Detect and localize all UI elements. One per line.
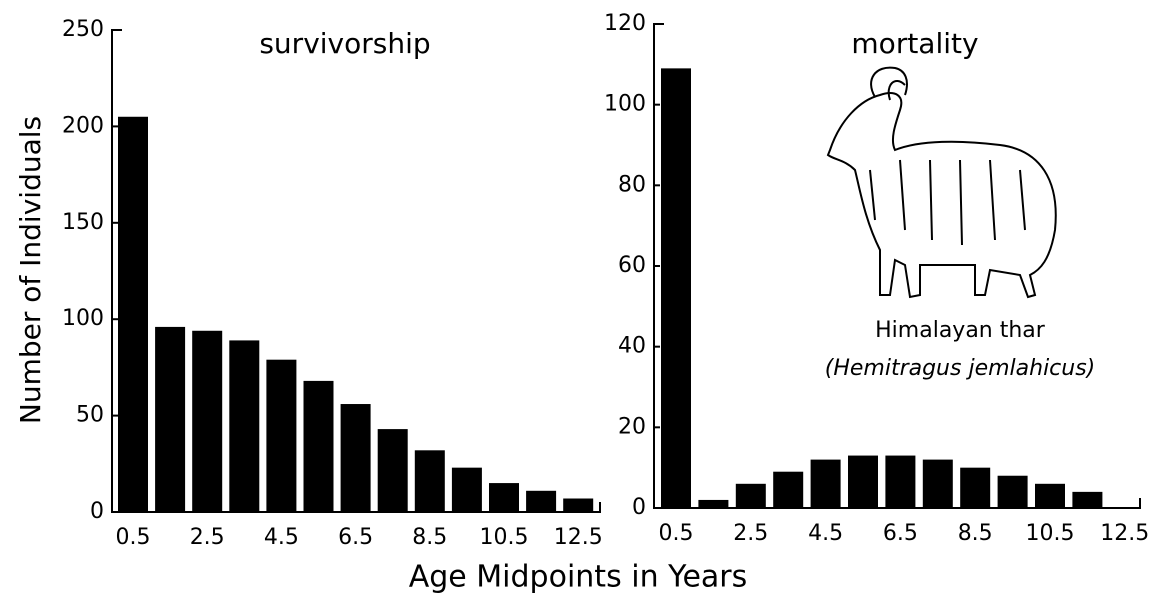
bar — [960, 468, 990, 508]
bar — [1035, 484, 1065, 508]
bar — [885, 456, 915, 508]
bar — [1072, 492, 1102, 508]
bar — [341, 404, 371, 512]
y-tick-label: 40 — [618, 334, 646, 359]
x-tick-label: 2.5 — [733, 521, 768, 546]
x-tick-label: 8.5 — [958, 521, 993, 546]
y-tick-label: 250 — [62, 17, 104, 42]
y-tick-label: 0 — [90, 499, 104, 524]
bar — [848, 456, 878, 508]
bar — [452, 468, 482, 512]
x-tick-label: 4.5 — [808, 521, 843, 546]
x-tick-label: 8.5 — [412, 525, 447, 550]
x-tick-label: 2.5 — [190, 525, 225, 550]
x-tick-label: 0.5 — [116, 525, 151, 550]
goat-illustration — [828, 68, 1056, 297]
bar — [229, 340, 259, 512]
y-tick-label: 200 — [62, 113, 104, 138]
bar — [489, 483, 519, 512]
bar — [661, 68, 691, 508]
bar — [415, 450, 445, 512]
bar — [998, 476, 1028, 508]
x-tick-label: 12.5 — [554, 525, 603, 550]
chart-title: survivorship — [259, 27, 430, 60]
bar — [118, 117, 148, 512]
axis-line — [654, 24, 1140, 508]
x-tick-label: 12.5 — [1100, 521, 1149, 546]
bar — [378, 429, 408, 512]
bar — [698, 500, 728, 508]
bar — [923, 460, 953, 508]
y-tick-label: 80 — [618, 172, 646, 197]
x-tick-label: 6.5 — [338, 525, 373, 550]
annotation: (Hemitragus jemlahicus) — [825, 356, 1096, 381]
annotation: Himalayan thar — [875, 318, 1046, 343]
y-tick-label: 120 — [604, 11, 646, 36]
y-tick-label: 100 — [604, 92, 646, 117]
x-tick-label: 6.5 — [883, 521, 918, 546]
bar — [811, 460, 841, 508]
bar — [526, 491, 556, 512]
x-tick-label: 10.5 — [480, 525, 529, 550]
chart: survivorship mortality Number of Individ… — [0, 0, 1156, 601]
bar — [155, 327, 185, 512]
bar — [266, 360, 296, 512]
bar — [304, 381, 334, 512]
y-tick-label: 60 — [618, 253, 646, 278]
bar — [773, 472, 803, 508]
x-tick-label: 10.5 — [1026, 521, 1075, 546]
y-axis-label: Number of Individuals — [14, 116, 47, 424]
y-tick-label: 150 — [62, 210, 104, 235]
y-tick-label: 0 — [632, 495, 646, 520]
bar — [192, 331, 222, 512]
bar — [563, 499, 593, 512]
x-tick-label: 0.5 — [659, 521, 694, 546]
y-tick-label: 50 — [76, 403, 104, 428]
y-tick-label: 20 — [618, 414, 646, 439]
y-tick-label: 100 — [62, 306, 104, 331]
x-axis-label: Age Midpoints in Years — [409, 560, 748, 595]
chart-title: mortality — [851, 27, 978, 60]
x-tick-label: 4.5 — [264, 525, 299, 550]
bar — [736, 484, 766, 508]
